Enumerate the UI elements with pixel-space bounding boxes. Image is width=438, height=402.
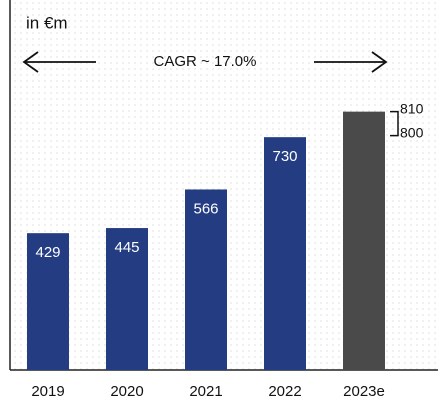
range-high-label: 810 bbox=[400, 100, 424, 116]
x-tick-label: 2022 bbox=[268, 383, 301, 400]
value-label: 566 bbox=[193, 200, 218, 217]
estimate-bar bbox=[343, 111, 385, 370]
bar bbox=[185, 189, 227, 370]
value-label: 429 bbox=[35, 244, 60, 261]
value-label: 730 bbox=[272, 148, 297, 165]
chart-title: in €m bbox=[26, 13, 68, 32]
bar bbox=[264, 137, 306, 370]
bar bbox=[106, 228, 148, 370]
range-bracket bbox=[390, 110, 399, 137]
x-tick-label: 2023e bbox=[343, 383, 385, 400]
cagr-annotation: CAGR ~ 17.0% bbox=[154, 53, 257, 70]
x-tick-label: 2021 bbox=[189, 383, 222, 400]
bar bbox=[27, 233, 69, 370]
x-tick-label: 2019 bbox=[31, 383, 64, 400]
x-tick-label: 2020 bbox=[110, 383, 143, 400]
range-low-label: 800 bbox=[400, 124, 424, 140]
cagr-arrows bbox=[22, 51, 388, 73]
value-label: 445 bbox=[114, 239, 139, 256]
